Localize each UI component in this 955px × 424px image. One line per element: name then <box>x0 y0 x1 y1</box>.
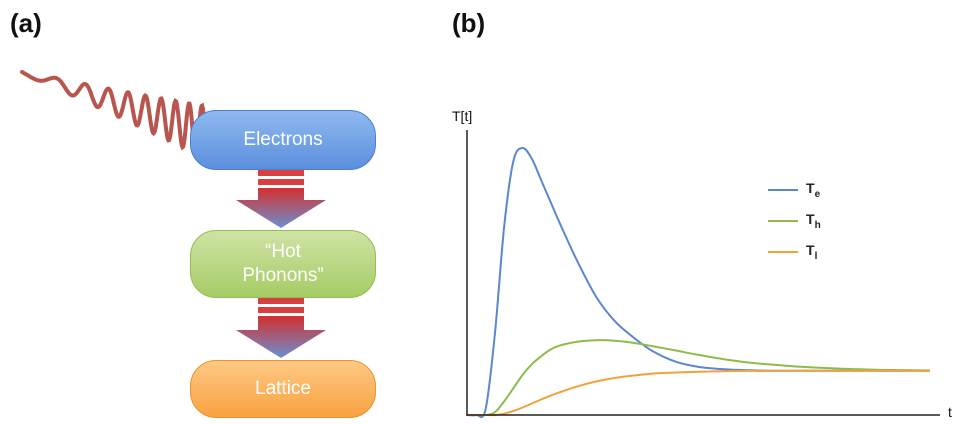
panel-b-label: (b) <box>452 8 486 38</box>
legend-label-h: Th <box>806 211 821 231</box>
series-line-l <box>467 369 930 417</box>
legend-label-l: Tl <box>806 242 818 262</box>
series-line-h <box>467 339 931 417</box>
lattice-label: Lattice <box>255 378 311 399</box>
x-axis-label: t <box>948 404 952 420</box>
panel-a-label: (a) <box>10 8 42 38</box>
electrons-label: Electrons <box>243 129 323 150</box>
hot-phonons-label-line2: Phonons” <box>242 265 324 286</box>
legend-subscript-l: l <box>814 250 818 262</box>
y-axis-label: T[t] <box>452 108 473 124</box>
legend-label-e: Te <box>806 180 821 200</box>
electrons-node: Electrons <box>190 110 376 170</box>
legend-subscript-h: h <box>814 219 821 231</box>
arrow-phonons-to-lattice <box>236 298 326 358</box>
series-line-e <box>466 147 930 418</box>
arrow-electrons-to-phonons <box>236 170 326 228</box>
laser-wave-icon <box>20 70 207 158</box>
legend-subscript-e: e <box>814 188 821 200</box>
lattice-node: Lattice <box>190 360 376 418</box>
hot-phonons-node: “Hot Phonons” <box>190 230 376 298</box>
hot-phonons-label-line1: “Hot <box>265 241 301 262</box>
